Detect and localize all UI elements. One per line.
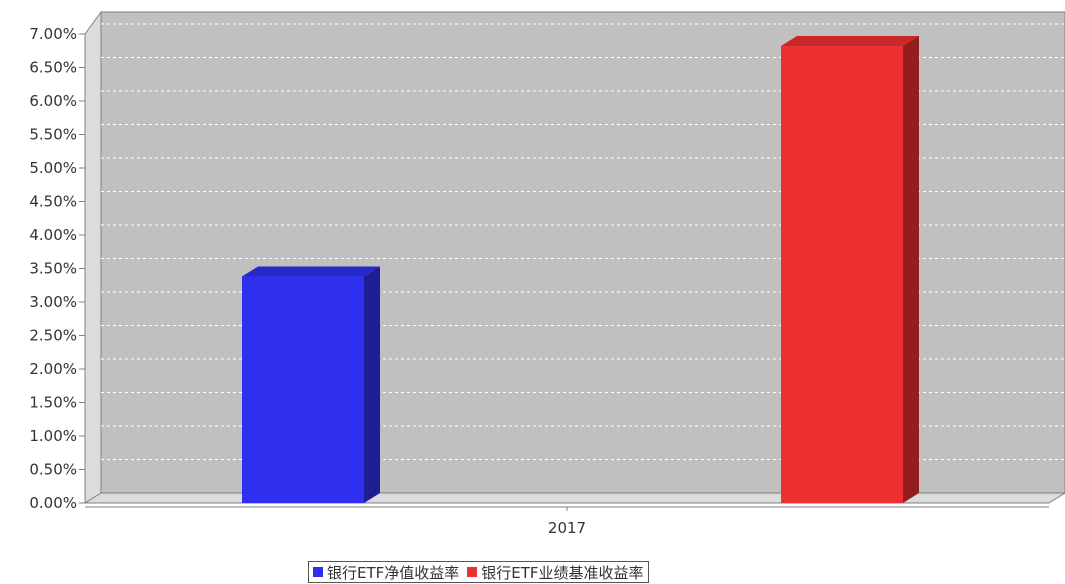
- plot-floor: [83, 492, 1065, 504]
- y-tick-label: 2.50%: [29, 327, 77, 345]
- legend-item-series-1: 银行ETF净值收益率: [313, 562, 459, 583]
- y-tick-label: 2.00%: [29, 360, 77, 378]
- legend-item-series-2: 银行ETF业绩基准收益率: [467, 562, 644, 583]
- grid-lines: [101, 23, 1065, 460]
- axes: [79, 33, 1049, 511]
- axis-labels: 0.00% 0.50% 1.00% 1.50% 2.00% 2.50% 3.00% 3.50%…: [29, 25, 586, 537]
- y-tick-label: 5.00%: [29, 159, 77, 177]
- bar-side-series-2: [903, 36, 919, 504]
- bar-top-series-1: [242, 266, 380, 277]
- y-tick-label: 7.00%: [29, 25, 77, 43]
- legend-swatch-series-1: [313, 567, 323, 577]
- y-tick-label: 1.00%: [29, 427, 77, 445]
- bar-side-series-1: [364, 266, 380, 503]
- y-tick-label: 4.00%: [29, 226, 77, 244]
- plot-left-wall: [84, 10, 102, 504]
- y-tick-label: 0.50%: [29, 461, 77, 479]
- legend: 银行ETF净值收益率 银行ETF业绩基准收益率: [308, 561, 649, 583]
- y-tick-label: 3.50%: [29, 260, 77, 278]
- y-tick-label: 1.50%: [29, 394, 77, 412]
- legend-swatch-series-2: [467, 567, 478, 577]
- bar-top-series-2: [781, 36, 919, 47]
- y-tick-label: 6.50%: [29, 59, 77, 77]
- x-category-label: 2017: [548, 519, 586, 537]
- y-tick-label: 5.50%: [29, 126, 77, 144]
- y-tick-label: 6.00%: [29, 92, 77, 110]
- bar-series-1: [242, 276, 364, 503]
- y-tick-label: 4.50%: [29, 193, 77, 211]
- legend-label-series-1: 银行ETF净值收益率: [327, 563, 460, 582]
- legend-label-series-2: 银行ETF业绩基准收益率: [481, 563, 644, 582]
- bars: [242, 36, 919, 504]
- y-tick-label: 0.00%: [29, 494, 77, 512]
- y-tick-label: 3.00%: [29, 293, 77, 311]
- bar-series-2: [781, 46, 903, 504]
